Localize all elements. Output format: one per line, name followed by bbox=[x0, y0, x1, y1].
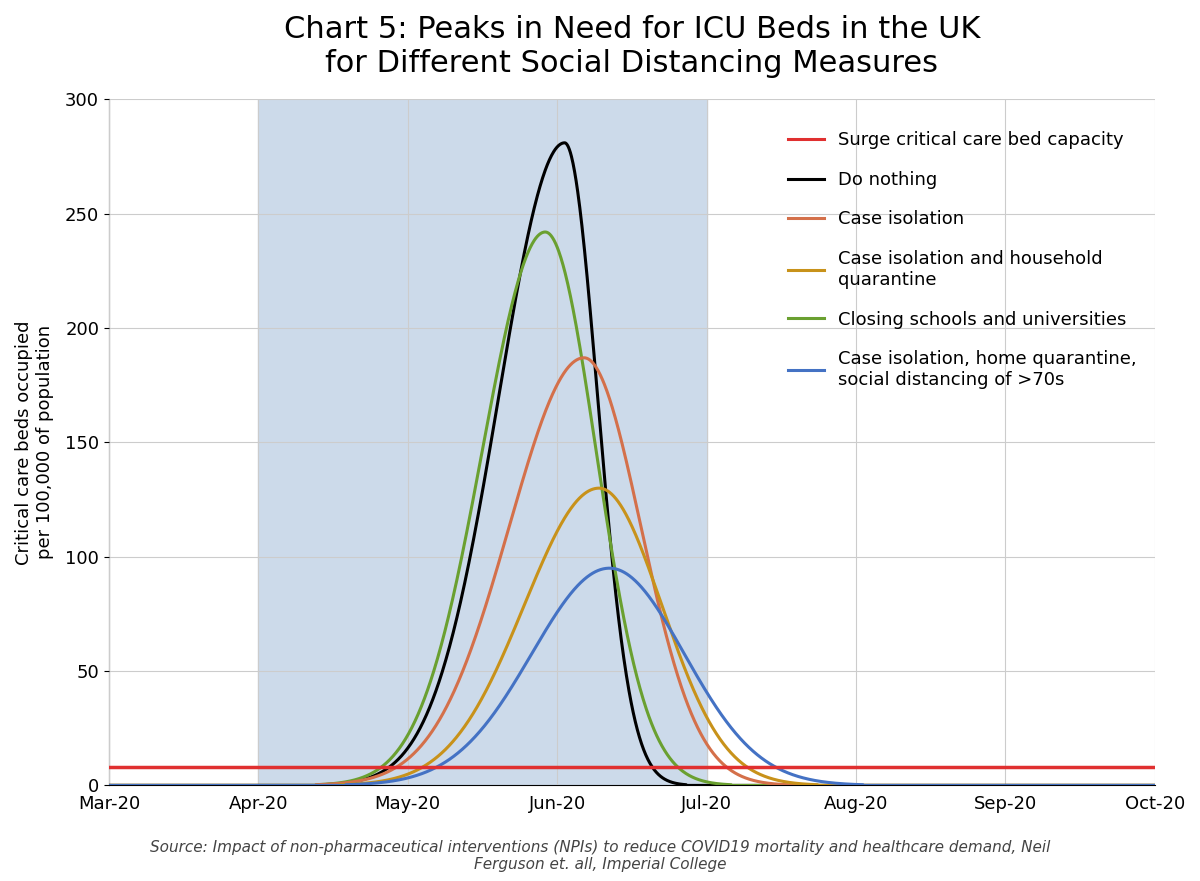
Legend: Surge critical care bed capacity, Do nothing, Case isolation, Case isolation and: Surge critical care bed capacity, Do not… bbox=[779, 122, 1146, 398]
Y-axis label: Critical care beds occupied
per 100,000 of population: Critical care beds occupied per 100,000 … bbox=[14, 320, 54, 565]
Title: Chart 5: Peaks in Need for ICU Beds in the UK
for Different Social Distancing Me: Chart 5: Peaks in Need for ICU Beds in t… bbox=[283, 15, 980, 78]
Text: Source: Impact of non-pharmaceutical interventions (NPIs) to reduce COVID19 mort: Source: Impact of non-pharmaceutical int… bbox=[150, 840, 1050, 872]
Bar bbox=[258, 100, 707, 786]
